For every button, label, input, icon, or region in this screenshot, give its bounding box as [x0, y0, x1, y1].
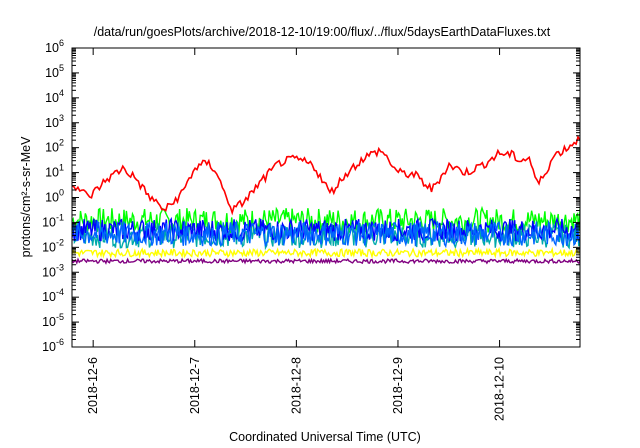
x-tick-label: 2018-12-9 — [391, 357, 405, 414]
y-tick-label: 10-1 — [42, 212, 64, 229]
y-tick-label: 10-4 — [42, 287, 64, 304]
y-axis: 10-6 10-5 10-4 10-3 10-2 10-1 100 101 102 103 104 1… — [42, 38, 580, 354]
x-tick-label: 2018-12-8 — [289, 357, 303, 414]
y-tick-label: 103 — [45, 113, 64, 130]
x-tick-label: 2018-12-6 — [86, 357, 100, 414]
y-axis-label: protons/cm²-s-sr-MeV — [19, 136, 33, 258]
chart-title: /data/run/goesPlots/archive/2018-12-10/1… — [94, 25, 551, 39]
y-tick-label: 104 — [45, 88, 64, 105]
y-tick-label: 105 — [45, 63, 64, 80]
x-axis-label: Coordinated Universal Time (UTC) — [229, 430, 421, 444]
y-tick-label: 101 — [45, 163, 64, 180]
series-line — [72, 219, 580, 249]
series-layer — [72, 134, 580, 265]
x-tick-label: 2018-12-10 — [493, 357, 507, 421]
y-tick-label: 10-3 — [42, 262, 64, 279]
plot-frame — [71, 47, 581, 348]
series-line — [72, 134, 580, 216]
x-axis: 2018-12-6 2018-12-7 2018-12-8 2018-12-9 2018… — [86, 48, 507, 421]
y-tick-label: 102 — [45, 138, 64, 155]
y-tick-label: 106 — [45, 38, 64, 55]
series-line — [72, 257, 580, 265]
y-tick-label: 10-6 — [42, 337, 64, 354]
series-line — [72, 246, 580, 260]
y-tick-label: 10-2 — [42, 237, 64, 254]
y-tick-label: 100 — [45, 188, 64, 205]
x-tick-label: 2018-12-7 — [188, 357, 202, 414]
y-tick-label: 10-5 — [42, 312, 64, 329]
